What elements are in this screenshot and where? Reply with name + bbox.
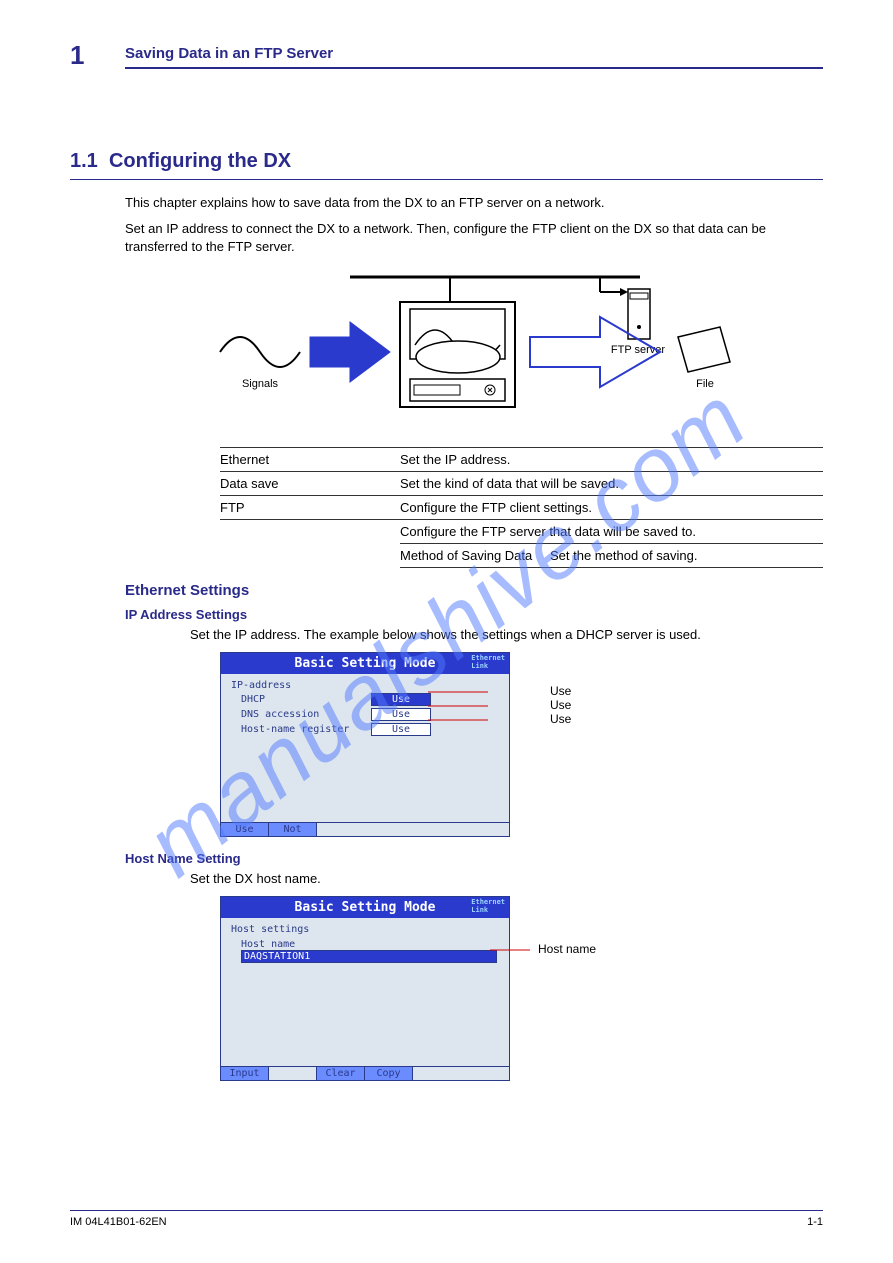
footer-use[interactable]: Use	[221, 823, 269, 836]
signals-label: Signals	[242, 378, 279, 390]
file-label: File	[696, 378, 714, 390]
panel-section-label: Host settings	[231, 924, 499, 935]
corner-indicator: EthernetLink	[471, 898, 505, 914]
callout-use-1: Use	[550, 684, 571, 698]
callout-hostname: Host name	[538, 942, 596, 956]
server-icon: FTP server	[611, 289, 666, 356]
page: 1 Saving Data in an FTP Server 1.1 Confi…	[0, 0, 893, 1263]
settings-table: EthernetSet the IP address. Data saveSet…	[220, 447, 823, 568]
dx-device-icon	[400, 302, 515, 407]
connection-diagram: FTP server Signals	[200, 267, 760, 437]
footer-not[interactable]: Not	[269, 823, 317, 836]
ethernet-heading: Ethernet Settings	[125, 582, 823, 599]
footer-left: IM 04L41B01-62EN	[70, 1216, 167, 1228]
basic-setting-panel-2: Basic Setting Mode EthernetLink Host set…	[220, 896, 510, 1081]
arrow-right-icon	[310, 322, 390, 382]
panel-1-wrap: Basic Setting Mode EthernetLink IP-addre…	[220, 652, 823, 837]
hostreg-label: Host-name register	[241, 724, 371, 735]
panel-title: Basic Setting Mode EthernetLink	[221, 897, 509, 918]
section-rule	[70, 179, 823, 180]
dhcp-label: DHCP	[241, 694, 371, 705]
file-icon: File	[678, 327, 730, 390]
hostreg-field[interactable]: Use	[371, 723, 431, 736]
hostname-text: Set the DX host name.	[190, 870, 823, 888]
table-row: EthernetSet the IP address.	[220, 447, 823, 472]
chapter-title: Saving Data in an FTP Server	[125, 45, 333, 67]
panel-footer: Input Clear Copy	[221, 1066, 509, 1080]
dns-field[interactable]: Use	[371, 708, 431, 721]
footer-right: 1-1	[807, 1216, 823, 1228]
page-footer: IM 04L41B01-62EN 1-1	[70, 1210, 823, 1228]
table-row: Configure the FTP server that data will …	[400, 520, 823, 544]
callout-use-3: Use	[550, 712, 571, 726]
ipaddr-heading: IP Address Settings	[125, 607, 823, 622]
corner-indicator: EthernetLink	[471, 654, 505, 670]
footer-input[interactable]: Input	[221, 1067, 269, 1080]
intro-p2: Set an IP address to connect the DX to a…	[125, 220, 823, 256]
hostname-heading: Host Name Setting	[125, 851, 823, 866]
dhcp-field[interactable]: Use	[371, 693, 431, 706]
callout-lines-1	[428, 682, 548, 742]
panel-2-wrap: Basic Setting Mode EthernetLink Host set…	[220, 896, 823, 1081]
table-row: Method of Saving DataSet the method of s…	[400, 544, 823, 568]
host-name-label: Host name	[241, 939, 499, 950]
signal-wave-icon	[220, 337, 300, 367]
section-title: 1.1 Configuring the DX	[70, 150, 823, 173]
footer-clear[interactable]: Clear	[317, 1067, 365, 1080]
chapter-number: 1	[70, 40, 84, 71]
footer-copy[interactable]: Copy	[365, 1067, 413, 1080]
panel-title: Basic Setting Mode EthernetLink	[221, 653, 509, 674]
basic-setting-panel-1: Basic Setting Mode EthernetLink IP-addre…	[220, 652, 510, 837]
dns-label: DNS accession	[241, 709, 371, 720]
intro-p1: This chapter explains how to save data f…	[125, 194, 823, 212]
table-row: Data saveSet the kind of data that will …	[220, 472, 823, 496]
table-row: FTPConfigure the FTP client settings.	[220, 496, 823, 520]
callout-use-2: Use	[550, 698, 571, 712]
section: 1.1 Configuring the DX This chapter expl…	[70, 150, 823, 1081]
panel-footer: Use Not	[221, 822, 509, 836]
ipaddr-text: Set the IP address. The example below sh…	[190, 626, 823, 644]
host-name-field[interactable]: DAQSTATION1	[241, 950, 497, 963]
chapter-header: Saving Data in an FTP Server	[125, 45, 823, 69]
